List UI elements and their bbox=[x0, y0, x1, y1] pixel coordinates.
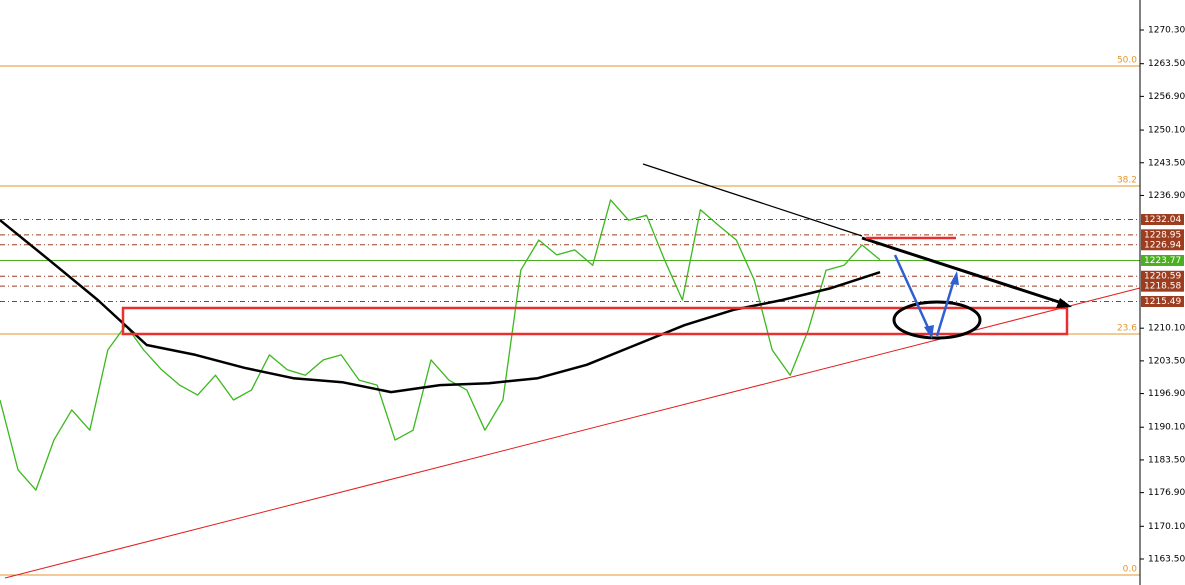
y-tick-label: 1243.50 bbox=[1148, 158, 1185, 168]
price-label: 1226.94 bbox=[1144, 240, 1181, 250]
y-tick-label: 1196.90 bbox=[1148, 389, 1185, 399]
y-tick-label: 1176.90 bbox=[1148, 488, 1185, 498]
price-label: 1220.59 bbox=[1144, 272, 1181, 282]
fib-label: 23.6 bbox=[1117, 324, 1137, 334]
trend-arrow bbox=[861, 236, 1063, 305]
fib-label: 0.0 bbox=[1123, 565, 1138, 575]
arrow-head bbox=[950, 271, 959, 285]
y-tick-label: 1250.10 bbox=[1148, 126, 1185, 136]
y-tick-label: 1203.50 bbox=[1148, 356, 1185, 366]
y-tick-label: 1256.90 bbox=[1148, 92, 1185, 102]
current-price-box bbox=[1141, 254, 1184, 266]
up-arrow bbox=[935, 279, 956, 337]
down-arrow bbox=[893, 254, 932, 333]
price-label: 1228.95 bbox=[1144, 230, 1181, 240]
price-label: 1232.04 bbox=[1144, 215, 1181, 225]
support-zone bbox=[121, 306, 1069, 336]
price-label: 1215.49 bbox=[1144, 297, 1181, 307]
y-tick-label: 1270.30 bbox=[1148, 26, 1185, 36]
y-tick-label: 1263.50 bbox=[1148, 59, 1185, 69]
y-tick-label: 1163.50 bbox=[1148, 554, 1185, 564]
annotations bbox=[4, 163, 1141, 579]
current-price-label: 1223.77 bbox=[1144, 256, 1181, 266]
moving-average bbox=[0, 219, 881, 394]
target-ellipse bbox=[892, 300, 982, 340]
price-axis-labels: 1163.50 1170.10 1176.90 1183.50 1190.10 1196.… bbox=[1140, 26, 1185, 564]
price-label-box bbox=[1141, 239, 1184, 251]
y-tick-label: 1210.10 bbox=[1148, 324, 1185, 334]
price-label-box bbox=[1141, 270, 1184, 282]
arrow-head bbox=[924, 325, 934, 339]
resistance-trendline bbox=[642, 163, 863, 237]
price-label-box bbox=[1141, 214, 1184, 226]
y-tick-label: 1170.10 bbox=[1148, 522, 1185, 532]
price-label: 1218.58 bbox=[1144, 282, 1181, 292]
price-label-box bbox=[1141, 280, 1184, 292]
price-line bbox=[0, 199, 881, 491]
y-tick-label: 1190.10 bbox=[1148, 423, 1185, 433]
plot: 50.0 38.2 23.6 0.0 bbox=[0, 56, 1140, 576]
price-label-box bbox=[1141, 229, 1184, 241]
y-tick-label: 1183.50 bbox=[1148, 455, 1185, 465]
price-label-box bbox=[1141, 295, 1184, 307]
arrow-head bbox=[1056, 298, 1072, 308]
fib-label: 38.2 bbox=[1117, 176, 1137, 186]
fib-label: 50.0 bbox=[1117, 56, 1137, 66]
y-tick-label: 1236.90 bbox=[1148, 191, 1185, 201]
